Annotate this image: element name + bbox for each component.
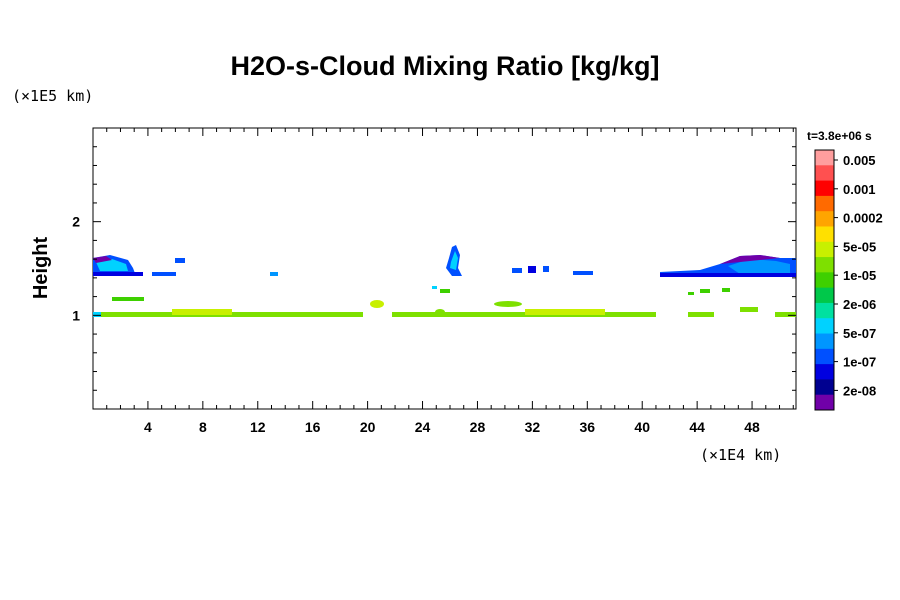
colorbar-label: 0.005 [843, 153, 876, 168]
y-unit-label: (×1E5 km) [12, 87, 93, 105]
colorbar-swatch [815, 364, 834, 380]
x-tick-label: 16 [305, 419, 321, 435]
upper-cloud-left-b [152, 272, 176, 276]
colorbar-label: 1e-07 [843, 355, 876, 370]
x-tick-label: 36 [580, 419, 596, 435]
colorbar-swatch [815, 287, 834, 304]
cloud-patch-25 [440, 289, 450, 293]
x-axis-ticks: 4 8 12 16 20 24 28 32 36 40 44 48 [106, 128, 794, 435]
colorbar-label: 5e-07 [843, 326, 876, 341]
colorbar-swatch [815, 241, 834, 258]
colorbar-swatch [815, 257, 834, 273]
y-tick-label: 1 [72, 307, 80, 323]
cloud-patch-24b [432, 286, 437, 289]
chart-title: H2O-s-Cloud Mixing Ratio [kg/kg] [231, 51, 660, 81]
colorbar-swatch [815, 180, 834, 197]
x-tick-label: 12 [250, 419, 266, 435]
colorbar-swatch [815, 150, 834, 166]
cloud-layer-1km-d [775, 312, 796, 317]
cloud-patch-small-1 [740, 307, 758, 312]
upper-cloud-left-base [93, 272, 143, 276]
cloud-patch-46 [722, 288, 730, 292]
colorbar-swatch [815, 302, 834, 319]
x-tick-label: 40 [634, 419, 650, 435]
upper-cloud-right-core [728, 259, 790, 274]
upper-cloud-left-core [96, 259, 128, 271]
colorbar-swatch [815, 379, 834, 396]
upper-cloud-left-c [175, 258, 185, 263]
cloud-patch-30 [494, 301, 522, 307]
upper-cloud-left-top [93, 256, 112, 263]
colorbar-swatch [815, 333, 834, 350]
plume-fragment-c [543, 266, 549, 272]
cloud-patch-left-mid [112, 297, 144, 301]
colorbar-swatch [815, 165, 834, 182]
colorbar-swatch [815, 394, 834, 411]
x-tick-label: 24 [415, 419, 431, 435]
y-tick-label: 2 [72, 214, 80, 230]
x-tick-label: 44 [689, 419, 705, 435]
cloud-layer-1km-c [688, 312, 714, 317]
colorbar-label: 0.0002 [843, 211, 883, 226]
cloud-layer-1km-inner [172, 309, 232, 315]
x-tick-label: 8 [199, 419, 207, 435]
plot-area [92, 127, 797, 410]
colorbar-frame [814, 149, 835, 411]
contour-field [93, 245, 796, 317]
cloud-layer-1km-b-inner [525, 309, 605, 315]
colorbar-swatch [815, 272, 834, 289]
cloud-patch-47 [688, 292, 694, 295]
colorbar-swatch [815, 348, 834, 365]
upper-cloud-right-top [720, 255, 780, 264]
x-tick-label: 32 [525, 419, 541, 435]
colorbar-label: 2e-06 [843, 297, 876, 312]
colorbar: 0.005 0.001 0.0002 5e-05 1e-05 2e-06 5e-07 1e-0… [814, 149, 883, 411]
convective-plume-core [450, 251, 458, 270]
cloud-layer-1km-edge [93, 312, 101, 317]
time-label: t=3.8e+06 s [807, 129, 872, 143]
colorbar-swatch [815, 195, 834, 212]
cloud-patch-20 [370, 300, 384, 308]
colorbar-swatch [815, 211, 834, 227]
y-axis-ticks: 12 [72, 146, 796, 391]
plume-fragment-a [512, 268, 522, 273]
colorbar-label: 2e-08 [843, 383, 876, 398]
plume-fragment-d [573, 271, 593, 275]
colorbar-label: 5e-05 [843, 239, 876, 254]
upper-cloud-left-d [270, 272, 278, 276]
x-tick-label: 48 [744, 419, 760, 435]
cloud-layer-1km-b [392, 312, 656, 317]
y-axis-label: Height [30, 237, 52, 300]
upper-cloud-right-base [660, 273, 796, 277]
colorbar-swatch [815, 318, 834, 335]
plume-fragment-b [528, 266, 536, 273]
colorbar-label: 1e-05 [843, 268, 876, 283]
colorbar-label: 0.001 [843, 182, 876, 197]
x-tick-label: 4 [144, 419, 152, 435]
colorbar-swatch [815, 226, 834, 243]
x-unit-label: (×1E4 km) [700, 446, 781, 464]
x-tick-label: 20 [360, 419, 376, 435]
x-tick-label: 28 [470, 419, 486, 435]
cloud-bump-a [435, 309, 445, 315]
cloud-patch-44 [700, 289, 710, 293]
